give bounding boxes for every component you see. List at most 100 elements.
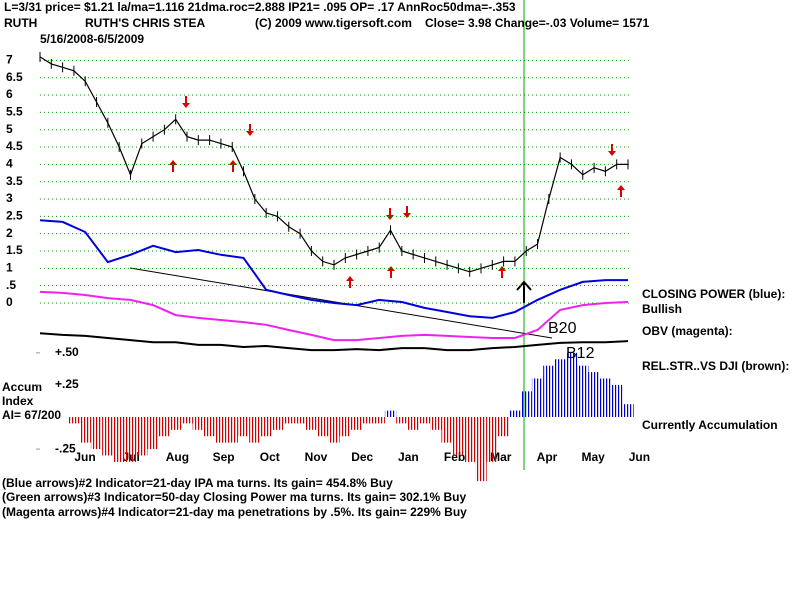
- accum-bar: [124, 417, 137, 462]
- accum-bar: [237, 417, 250, 437]
- accum-bar: [170, 417, 182, 430]
- accum-bar: [90, 417, 103, 450]
- accum-bar: [317, 417, 329, 437]
- accum-bar: [158, 417, 171, 437]
- x-tick-label: Nov: [305, 450, 328, 464]
- accum-bar: [384, 410, 397, 417]
- accum-bar: [531, 378, 544, 417]
- accum-bar: [452, 417, 465, 456]
- y-tick-label: -.25: [55, 441, 76, 455]
- legend-entry: REL.STR..VS DJI (brown):: [642, 359, 789, 373]
- accum-bar: [362, 417, 374, 424]
- accum-bar: [328, 417, 340, 443]
- y-tick-label: 3: [6, 191, 13, 205]
- accum-bar: [475, 417, 487, 482]
- accum-bar: [147, 417, 159, 450]
- panel-title: Accum: [2, 380, 42, 394]
- panel-title: AI= 67/200: [2, 408, 61, 422]
- accum-bar: [509, 410, 521, 417]
- accum-bar: [102, 417, 114, 456]
- arrow: [516, 280, 532, 303]
- legend-entry: CLOSING POWER (blue):: [642, 287, 785, 301]
- symbol: RUTH: [4, 16, 37, 30]
- accum-bar: [68, 417, 80, 424]
- footnote: (Magenta arrows)#4 Indicator=21-day ma p…: [2, 505, 467, 519]
- indicator-line: [39, 219, 628, 319]
- y-tick-label: +.25: [55, 377, 79, 391]
- accum-bar: [543, 365, 555, 417]
- accum-bar: [181, 417, 193, 424]
- accum-bar: [215, 417, 227, 443]
- accum-bar: [350, 417, 363, 430]
- y-tick-label: 2.5: [6, 209, 23, 223]
- accum-bar: [418, 417, 431, 424]
- indicator-line: [39, 290, 629, 342]
- accum-bar: [373, 417, 385, 424]
- panel-title: Index: [2, 394, 34, 408]
- accum-bar: [622, 404, 634, 417]
- arrows: [169, 96, 625, 288]
- accum-bar: [441, 417, 453, 443]
- accum-bar: [260, 417, 272, 437]
- annotation: B20: [548, 320, 577, 337]
- header: L=3/31 price= $1.21 la/ma=1.116 21dma.ro…: [4, 0, 516, 14]
- chart-title: RUTH'S CHRIS STEA: [85, 16, 206, 30]
- y-tick-label: 2: [6, 226, 13, 240]
- x-tick-label: Sep: [213, 450, 235, 464]
- y-tick-label: 0: [6, 295, 13, 309]
- accum-bar: [577, 365, 589, 417]
- y-tick-label: 3.5: [6, 174, 23, 188]
- accum-bar: [407, 417, 419, 430]
- accum-bar: [249, 417, 261, 443]
- subtitle: 5/16/2008-6/5/2009: [40, 32, 144, 46]
- accum-bar: [486, 417, 498, 462]
- footnote: (Blue arrows)#2 Indicator=21-day IPA ma …: [2, 476, 393, 490]
- accum-bar: [611, 384, 623, 417]
- accum-bar: [520, 391, 532, 417]
- y-tick-label: 4.5: [6, 139, 23, 153]
- legend-entry: OBV (magenta):: [642, 324, 733, 338]
- y-tick-label: 7: [6, 53, 13, 67]
- x-tick-label: Dec: [351, 450, 373, 464]
- accum-bar: [497, 417, 510, 437]
- y-tick-label: .5: [6, 278, 16, 292]
- accum-bar: [226, 417, 238, 443]
- accum-bar: [588, 372, 600, 417]
- accum-bar: [136, 417, 148, 456]
- accum-bar: [554, 359, 566, 417]
- accum-bar: [565, 352, 578, 417]
- accum-bar: [79, 417, 91, 443]
- accum-bar: [113, 417, 125, 462]
- status: Bullish: [642, 302, 682, 316]
- accum-bar: [396, 417, 408, 424]
- x-tick-label: Jun: [629, 450, 650, 464]
- accum-bar: [192, 417, 204, 430]
- x-tick-label: May: [582, 450, 606, 464]
- status: Currently Accumulation: [642, 418, 778, 432]
- y-tick-label: 6.5: [6, 70, 23, 84]
- quote: Close= 3.98 Change=-.03 Volume= 1571: [425, 16, 650, 30]
- y-tick-label: +.50: [55, 345, 79, 359]
- y-tick-label: 6: [6, 87, 13, 101]
- accum-bar: [305, 417, 318, 430]
- y-tick-label: 4: [6, 157, 13, 171]
- x-tick-label: Jun: [74, 450, 95, 464]
- accum-bar: [203, 417, 216, 437]
- accum-bar: [430, 417, 442, 430]
- indicator-line: [39, 332, 629, 352]
- y-tick-label: 1.5: [6, 243, 23, 257]
- y-tick-label: 5.5: [6, 105, 23, 119]
- x-tick-label: Apr: [537, 450, 558, 464]
- accum-bar: [464, 417, 476, 462]
- accum-bar: [339, 417, 351, 437]
- y-tick-label: 5: [6, 122, 13, 136]
- accum-bar: [283, 417, 295, 424]
- footnote: (Green arrows)#3 Indicator=50-day Closin…: [2, 490, 466, 504]
- x-tick-label: Oct: [260, 450, 280, 464]
- copyright: (C) 2009 www.tigersoft.com: [255, 16, 412, 30]
- accum-bar: [599, 378, 612, 417]
- y-tick-label: 1: [6, 261, 13, 275]
- accum-bar: [271, 417, 284, 430]
- x-tick-label: Jan: [398, 450, 419, 464]
